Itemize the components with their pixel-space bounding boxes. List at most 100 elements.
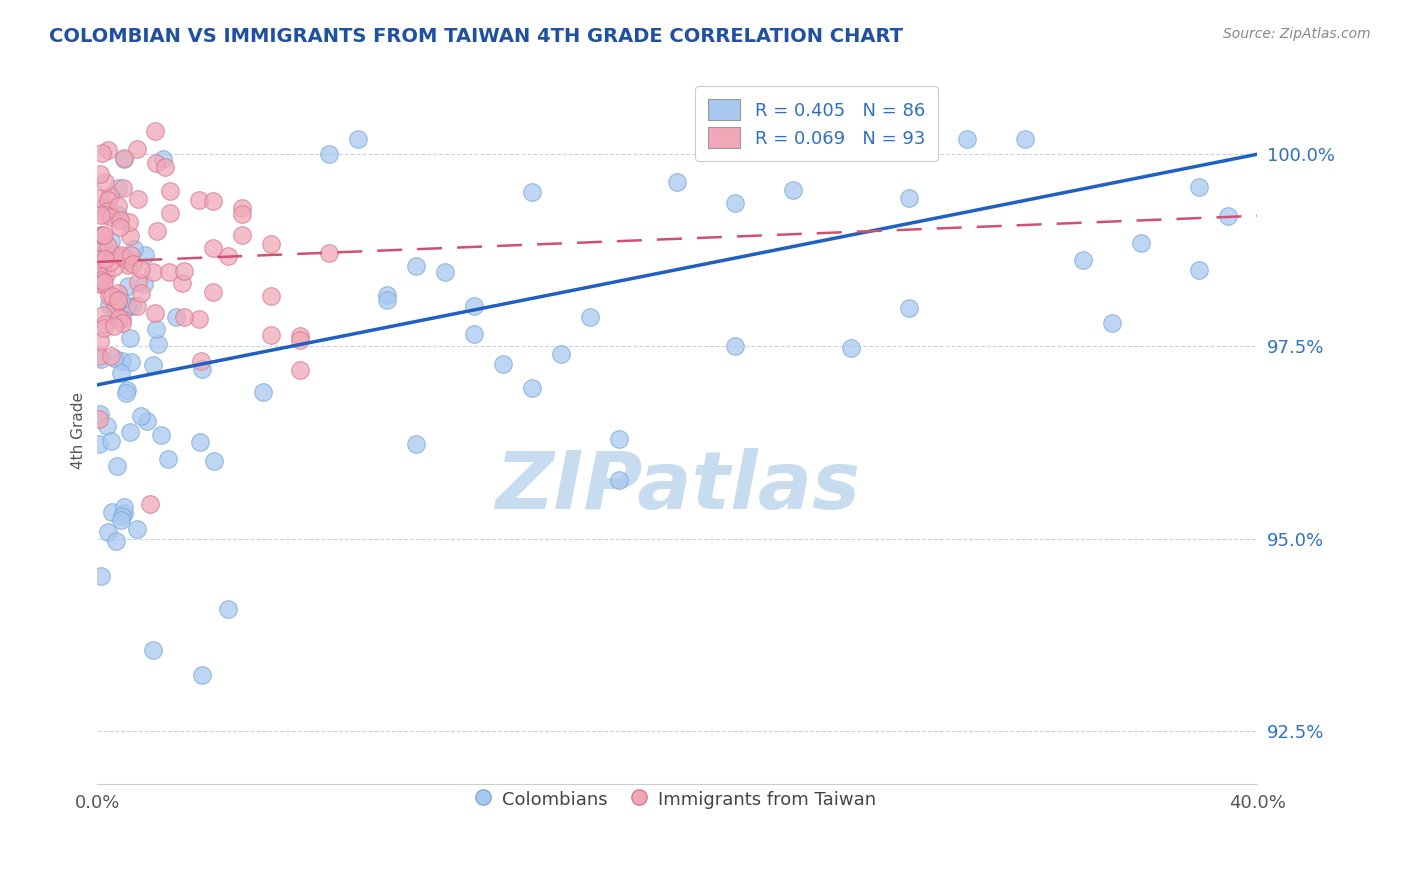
Point	[108, 310, 131, 325]
Point	[579, 310, 602, 325]
Point	[318, 246, 340, 260]
Point	[173, 264, 195, 278]
Point	[152, 152, 174, 166]
Point	[103, 260, 125, 274]
Point	[112, 500, 135, 514]
Point	[90, 273, 112, 287]
Point	[91, 146, 114, 161]
Point	[114, 302, 136, 317]
Point	[118, 215, 141, 229]
Point	[839, 341, 862, 355]
Text: Source: ZipAtlas.com: Source: ZipAtlas.com	[1223, 27, 1371, 41]
Point	[127, 192, 149, 206]
Point	[134, 248, 156, 262]
Point	[145, 322, 167, 336]
Point	[100, 434, 122, 448]
Point	[522, 381, 544, 395]
Point	[118, 229, 141, 244]
Point	[129, 286, 152, 301]
Point	[112, 152, 135, 166]
Point	[127, 522, 149, 536]
Point	[129, 262, 152, 277]
Point	[434, 265, 457, 279]
Point	[87, 252, 110, 267]
Point	[217, 602, 239, 616]
Point	[110, 212, 132, 227]
Point	[129, 409, 152, 424]
Point	[405, 437, 427, 451]
Point	[1188, 179, 1211, 194]
Point	[145, 224, 167, 238]
Point	[159, 265, 181, 279]
Point	[607, 432, 630, 446]
Point	[318, 147, 340, 161]
Point	[97, 203, 120, 218]
Point	[724, 339, 747, 353]
Point	[107, 286, 129, 301]
Point	[135, 414, 157, 428]
Point	[1014, 132, 1036, 146]
Point	[145, 156, 167, 170]
Point	[112, 151, 135, 165]
Point	[187, 193, 209, 207]
Point	[100, 234, 122, 248]
Point	[96, 239, 118, 253]
Point	[202, 453, 225, 467]
Point	[260, 236, 283, 251]
Point	[187, 311, 209, 326]
Point	[105, 534, 128, 549]
Point	[110, 219, 132, 234]
Point	[91, 227, 114, 242]
Point	[463, 299, 485, 313]
Point	[89, 407, 111, 421]
Point	[260, 328, 283, 343]
Point	[90, 569, 112, 583]
Legend: Colombians, Immigrants from Taiwan: Colombians, Immigrants from Taiwan	[464, 774, 890, 825]
Point	[111, 316, 134, 330]
Point	[103, 351, 125, 366]
Point	[405, 259, 427, 273]
Point	[110, 508, 132, 523]
Point	[153, 160, 176, 174]
Point	[252, 384, 274, 399]
Point	[118, 331, 141, 345]
Point	[97, 288, 120, 302]
Point	[125, 142, 148, 156]
Point	[90, 228, 112, 243]
Point	[97, 298, 120, 312]
Point	[87, 436, 110, 450]
Point	[90, 352, 112, 367]
Point	[103, 319, 125, 334]
Point	[550, 347, 572, 361]
Point	[375, 288, 398, 302]
Point	[898, 301, 921, 315]
Point	[290, 329, 312, 343]
Point	[101, 505, 124, 519]
Point	[202, 194, 225, 209]
Point	[150, 428, 173, 442]
Point	[190, 434, 212, 449]
Point	[91, 308, 114, 322]
Point	[125, 299, 148, 313]
Point	[114, 385, 136, 400]
Point	[217, 249, 239, 263]
Point	[90, 208, 112, 222]
Point	[98, 188, 121, 202]
Point	[132, 277, 155, 291]
Point	[105, 458, 128, 473]
Point	[124, 242, 146, 256]
Point	[190, 354, 212, 368]
Point	[143, 306, 166, 320]
Point	[87, 349, 110, 363]
Point	[173, 310, 195, 324]
Point	[142, 265, 165, 279]
Point	[492, 357, 515, 371]
Point	[522, 185, 544, 199]
Point	[231, 227, 253, 242]
Point	[463, 327, 485, 342]
Point	[121, 299, 143, 313]
Point	[117, 278, 139, 293]
Point	[89, 191, 111, 205]
Point	[100, 210, 122, 224]
Point	[157, 451, 180, 466]
